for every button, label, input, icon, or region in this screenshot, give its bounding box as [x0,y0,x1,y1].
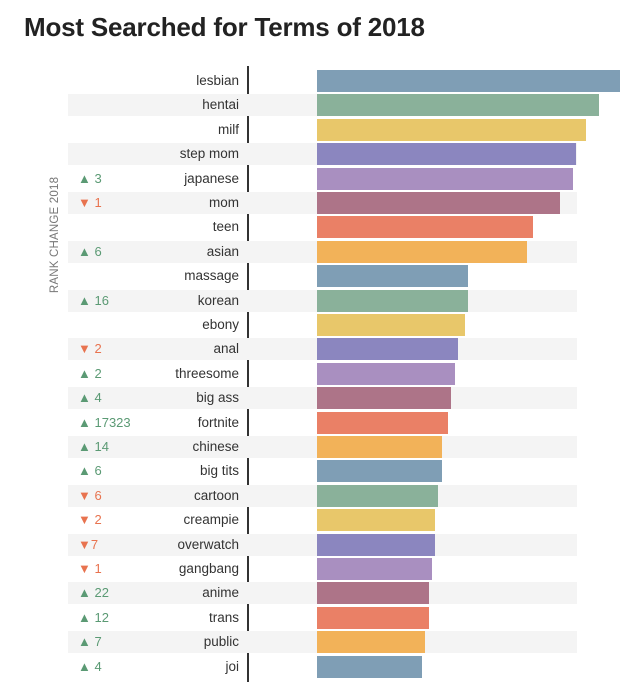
category-label: joi [225,658,239,674]
category-label: milf [218,121,239,137]
bar-row: ▲ 22 anime [68,582,577,605]
bar [317,94,600,117]
category-label: public [203,634,239,650]
bar [317,582,429,605]
category-label: hentai [202,97,239,113]
bar-row: ebony [68,314,577,336]
bar-row: massage [68,265,577,288]
category-label: trans [208,609,239,625]
rank-change: ▲ 22 [78,585,109,601]
rank-change: ▲ 4 [78,390,102,406]
category-label: lesbian [196,73,239,88]
bar [317,558,432,580]
category-label: creampie [183,512,239,528]
bar-row: ▲ 4 joi [68,655,577,678]
bar-row: ▼ 2 anal [68,338,577,361]
bar [317,484,439,507]
bar-row: ▲ 6 big tits [68,460,577,483]
bar [317,631,426,654]
rank-change: ▲ 2 [78,365,102,381]
bar [317,655,422,678]
rank-change: ▲ 7 [78,634,102,650]
bar-row: ▼ 1 gangbang [68,558,577,580]
y-axis-line [247,66,249,682]
bar [317,362,455,385]
category-label: chinese [192,439,239,454]
rank-change: ▲ 4 [78,658,102,674]
bar-row: ▼7 overwatch [68,533,577,556]
bar [317,509,436,532]
category-label: japanese [184,170,239,186]
rank-change: ▲ 16 [78,292,109,308]
bar [317,289,468,312]
rank-change: ▼ 6 [78,487,102,503]
category-label: korean [197,292,239,308]
rank-change: ▲ 6 [78,463,102,479]
category-label: cartoon [193,487,239,503]
category-label: threesome [175,365,239,381]
bar [317,240,527,263]
rank-change: ▲ 6 [78,243,102,259]
bar-row: ▲ 14 chinese [68,436,577,458]
category-label: anal [213,341,239,357]
bar-row: ▲ 2 threesome [68,362,577,385]
category-label: gangbang [178,561,239,576]
bar [317,192,560,214]
bar [317,167,573,190]
bar [317,436,442,458]
rank-change: ▼ 2 [78,341,102,357]
rank-change: ▼ 1 [78,561,102,576]
bar-row: step mom [68,143,577,166]
bar-row: lesbian [68,70,620,92]
rank-change: ▲ 12 [78,609,109,625]
category-label: big tits [199,463,239,479]
bar-row: ▼ 1 mom [68,192,577,214]
bar-row: milf [68,118,586,141]
bar-row: ▲ 7 public [68,631,577,654]
rank-change: ▲ 3 [78,170,102,186]
bar-row: teen [68,216,577,239]
bar [317,314,465,336]
bar [317,606,429,629]
category-label: ebony [202,317,239,332]
bar-row: ▲ 6 asian [68,240,577,263]
rank-change: ▼ 1 [78,195,102,210]
bar [317,265,468,288]
category-label: mom [209,195,239,210]
bar-row: ▲ 16 korean [68,289,577,312]
bar [317,338,459,361]
category-label: overwatch [177,536,239,552]
bar [317,143,577,166]
bar-row: ▲ 4 big ass [68,387,577,410]
category-label: teen [212,219,239,235]
rank-change: ▼ 2 [78,512,102,528]
bar-row: ▲ 12 trans [68,606,577,629]
rank-change: ▲ 14 [78,439,109,454]
category-label: anime [202,585,239,601]
category-label: asian [206,243,239,259]
bar-row: hentai [68,94,600,117]
bar [317,387,452,410]
bar-row: ▲ 17323 fortnite [68,411,577,434]
bar-row: ▼ 2 creampie [68,509,577,532]
category-label: step mom [179,146,239,162]
category-label: massage [184,268,239,284]
bar [317,411,449,434]
rank-change-axis-label: RANK CHANGE 2018 [49,176,61,294]
chart-title: Most Searched for Terms of 2018 [24,12,425,42]
bar-row: ▲ 3 japanese [68,167,577,190]
rank-change: ▼7 [78,536,99,552]
bar [317,460,442,483]
bar [317,118,586,141]
bar [317,70,620,92]
rank-change: ▲ 17323 [78,414,131,430]
bar-row: ▼ 6 cartoon [68,484,577,507]
bar [317,216,534,239]
category-label: big ass [196,390,239,406]
category-label: fortnite [197,414,239,430]
bar [317,533,436,556]
